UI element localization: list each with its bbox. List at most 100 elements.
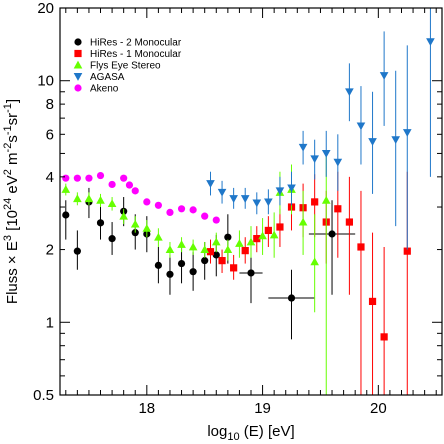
data-point [177,259,186,268]
data-point [73,194,82,203]
data-point [264,198,273,207]
y-tick-label: 20 [37,0,54,17]
x-axis-label-suffix: (E) [eV] [240,423,295,440]
data-point [142,223,152,232]
y-tick-label: 10 [37,73,54,90]
data-point [402,129,412,137]
data-point [108,180,116,189]
x-axis-label-prefix: log [207,423,227,440]
data-point [212,216,220,224]
data-point [368,297,377,306]
data-point [298,143,308,152]
data-point [125,181,134,189]
data-point [298,217,308,226]
y-tick-label: 1 [46,314,54,331]
legend-marker [74,38,82,46]
y-tick-label: 8 [46,96,54,113]
data-point [61,185,71,193]
data-point [154,201,162,209]
data-point [403,247,411,255]
data-point [211,237,221,246]
data-point [200,245,210,254]
y-axis-label-part: [10 [4,210,21,235]
y-axis-label-part: m [4,152,21,169]
data-point [368,138,377,146]
data-point [310,155,319,164]
data-point [206,180,215,188]
legend-marker [73,60,83,69]
series-akeno [62,171,220,224]
x-tick-label: 18 [138,400,155,417]
data-point [246,237,256,246]
data-point [247,269,255,277]
legend-item: AGASA [73,72,125,83]
data-point [62,211,70,219]
data-point [62,174,70,182]
data-point [73,247,81,255]
data-point [241,247,249,255]
series-flys-eye-stereo [61,153,331,395]
legend-marker [73,73,83,81]
data-point [143,198,151,206]
data-point [229,195,238,203]
y-axis-label-part: ] [4,99,21,103]
data-point [131,187,139,195]
y-axis-label-superscript: 3 [2,235,14,241]
data-point [276,223,284,231]
y-axis-label-superscript: 2 [2,169,14,175]
data-point [253,235,261,243]
data-point [85,174,93,182]
data-point [201,257,209,265]
data-point [345,218,353,226]
legend-label: AGASA [90,72,125,83]
plot-marks [61,8,435,395]
series-hires-2-monocular [62,187,356,340]
data-point [177,240,186,248]
x-tick-label: 19 [254,400,271,417]
data-point [252,199,262,208]
data-point [217,188,227,197]
series-agasa [206,8,435,250]
y-tick-label: 4 [46,169,54,186]
y-axis-label-superscript: -2 [2,143,14,153]
legend-item: Flys Eye Stereo [73,60,161,72]
data-point [258,231,267,240]
legend-marker [74,84,82,92]
data-point [96,171,105,180]
data-point [345,88,354,97]
data-point [334,205,342,213]
data-point [119,211,128,220]
data-point [218,257,226,265]
data-point [426,38,435,47]
data-point [379,72,389,80]
data-point [391,136,401,145]
data-point [84,194,94,203]
data-point [201,212,209,220]
axis-ticks [60,7,442,396]
data-point [357,243,365,251]
tick-labels: 18 19 20 0.5 1 2 4 6 8 10 20 [33,0,387,417]
data-point [264,226,272,235]
data-point [311,198,319,206]
data-point [96,219,105,227]
y-axis-label-part: eV [4,175,21,198]
legend-label: HiRes - 1 Monocular [90,49,182,60]
data-point [189,268,197,276]
data-point [189,206,197,214]
data-point [154,232,163,241]
data-point [275,187,285,196]
data-point [333,158,343,167]
y-axis-label-superscript: -1 [2,103,14,113]
legend-marker [74,49,82,58]
data-point [223,245,233,254]
data-point [269,230,279,239]
data-point [107,199,117,208]
data-point [166,208,174,217]
data-point [212,251,220,259]
data-point [230,264,238,272]
data-point [321,195,331,204]
data-point [73,174,81,182]
y-tick-label: 0.5 [33,387,54,404]
data-point [224,233,232,241]
